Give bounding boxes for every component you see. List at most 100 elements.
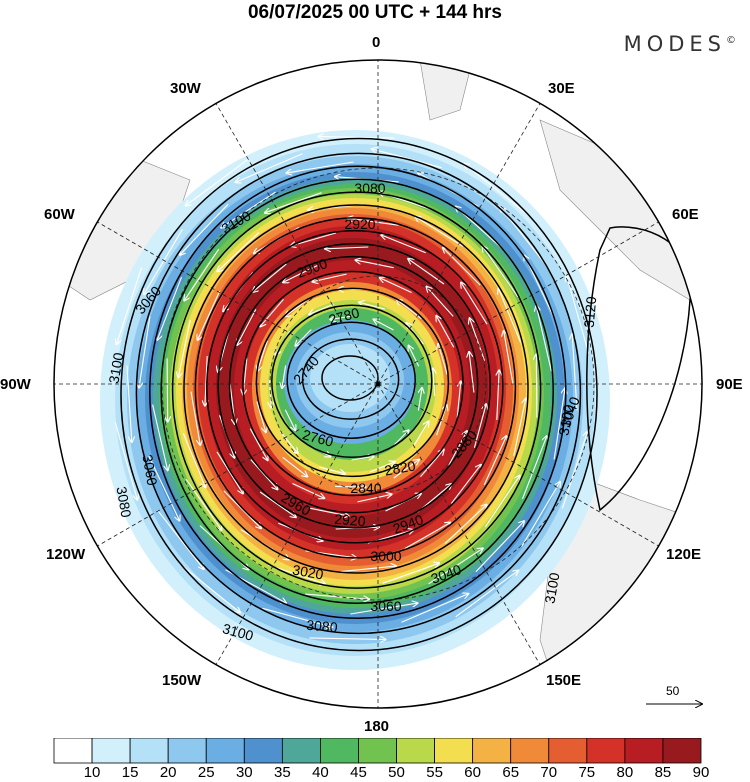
- wind-vector: [393, 460, 419, 479]
- wind-vector: [499, 289, 522, 343]
- colorbar-swatch: [53, 738, 93, 764]
- colorbar-swatch: [358, 738, 397, 764]
- wind-vector: [117, 267, 143, 345]
- wind-vector: [374, 320, 394, 331]
- contour-label: 3000: [370, 548, 401, 564]
- wind-vector: [152, 404, 168, 471]
- graticule: [54, 60, 702, 708]
- wind-vector: [456, 382, 461, 418]
- wind-vector: [178, 319, 191, 377]
- contour-label: 3100: [555, 403, 576, 437]
- wind-vector: [292, 483, 325, 499]
- colorbar-label: 85: [654, 764, 672, 781]
- wind-vector: [178, 563, 240, 613]
- contour-label: 2920: [334, 511, 367, 530]
- wind-vector: [260, 298, 284, 326]
- wind-vector: [157, 509, 204, 569]
- height-contour: [160, 178, 554, 604]
- wind-vector: [139, 316, 151, 388]
- wind-vector: [265, 192, 322, 213]
- wind-vector: [291, 232, 337, 246]
- contour-label: 3060: [139, 453, 160, 487]
- wind-vector: [447, 431, 467, 468]
- colorbar-label: 30: [235, 764, 253, 781]
- wind-vector: [295, 329, 312, 346]
- wind-vector: [438, 344, 448, 375]
- meridian-line: [377, 383, 541, 665]
- wind-vector: [283, 264, 319, 282]
- meridian-line: [97, 383, 379, 547]
- wind-vector: [521, 436, 547, 499]
- colorbar-label: 40: [312, 764, 329, 781]
- colorbar: [53, 738, 702, 764]
- wind-vector: [309, 638, 385, 640]
- wind-vector: [536, 306, 552, 372]
- wind-vector: [409, 346, 420, 367]
- meridian-line: [377, 103, 541, 385]
- wind-vector: [433, 369, 435, 396]
- wind-vector: [319, 137, 395, 139]
- contour-label: 2820: [383, 457, 417, 478]
- wind-vector: [497, 370, 499, 421]
- wind-vector: [285, 297, 311, 316]
- colorbar-label: 10: [83, 764, 101, 781]
- wind-vector: [382, 235, 426, 254]
- height-contour: [149, 165, 567, 620]
- contour-label: 3080: [354, 180, 385, 196]
- latitude-circle: [161, 167, 595, 601]
- wind-vector: [305, 593, 369, 599]
- lon-label-30w: 30W: [170, 80, 201, 97]
- wind-vector: [256, 401, 266, 433]
- wind-vector: [357, 494, 392, 503]
- wind-vector: [350, 603, 417, 615]
- wind-vector: [521, 482, 560, 547]
- wind-vector: [185, 478, 222, 530]
- wind-vector: [310, 507, 348, 516]
- wind-vector: [372, 149, 442, 169]
- colorbar-swatch: [548, 738, 588, 764]
- wind-vector: [513, 399, 526, 457]
- colorbar-swatch: [472, 738, 512, 764]
- colorbar-label: 75: [578, 764, 596, 781]
- wind-vector: [567, 276, 590, 354]
- height-contour: [242, 270, 464, 497]
- colorbar-swatch: [434, 738, 474, 764]
- wind-vector: [114, 422, 137, 499]
- colorbar-label: 80: [616, 764, 634, 781]
- height-contour: [135, 152, 582, 635]
- contour-label: 3100: [105, 351, 126, 385]
- wind-vector: [262, 607, 332, 627]
- lon-label-120w: 120W: [46, 546, 86, 563]
- lon-label-0: 0: [372, 34, 381, 51]
- wind-vector: [351, 457, 374, 461]
- wind-vector: [287, 161, 354, 173]
- contour-label: 3060: [370, 598, 401, 614]
- wind-vector: [157, 277, 183, 340]
- vector-reference-arrow: [646, 696, 710, 712]
- wind-vector: [190, 391, 200, 445]
- wind-vector: [483, 246, 519, 298]
- wind-vector: [167, 358, 168, 421]
- colorbar-swatch: [662, 738, 702, 764]
- colorbar-swatch: [586, 738, 626, 764]
- wind-vector: [504, 331, 514, 385]
- wind-vector: [223, 490, 261, 528]
- colorbar-label: 90: [692, 764, 710, 781]
- contour-label: 3080: [113, 485, 134, 519]
- wind-vector: [148, 455, 180, 520]
- wind-vector: [484, 476, 520, 528]
- wind-vector: [536, 355, 537, 418]
- height-contour: [120, 137, 598, 652]
- height-contour: [217, 242, 491, 529]
- contour-label: 2780: [327, 304, 361, 328]
- height-contour: [301, 338, 400, 420]
- height-contour: [255, 287, 450, 478]
- wind-vector: [319, 466, 345, 474]
- colorbar-swatch: [91, 738, 131, 764]
- colorbar-swatch: [205, 738, 245, 764]
- wind-vector: [461, 283, 488, 325]
- wind-vector: [259, 491, 296, 517]
- wind-vector: [257, 340, 268, 371]
- wind-vector: [180, 203, 229, 255]
